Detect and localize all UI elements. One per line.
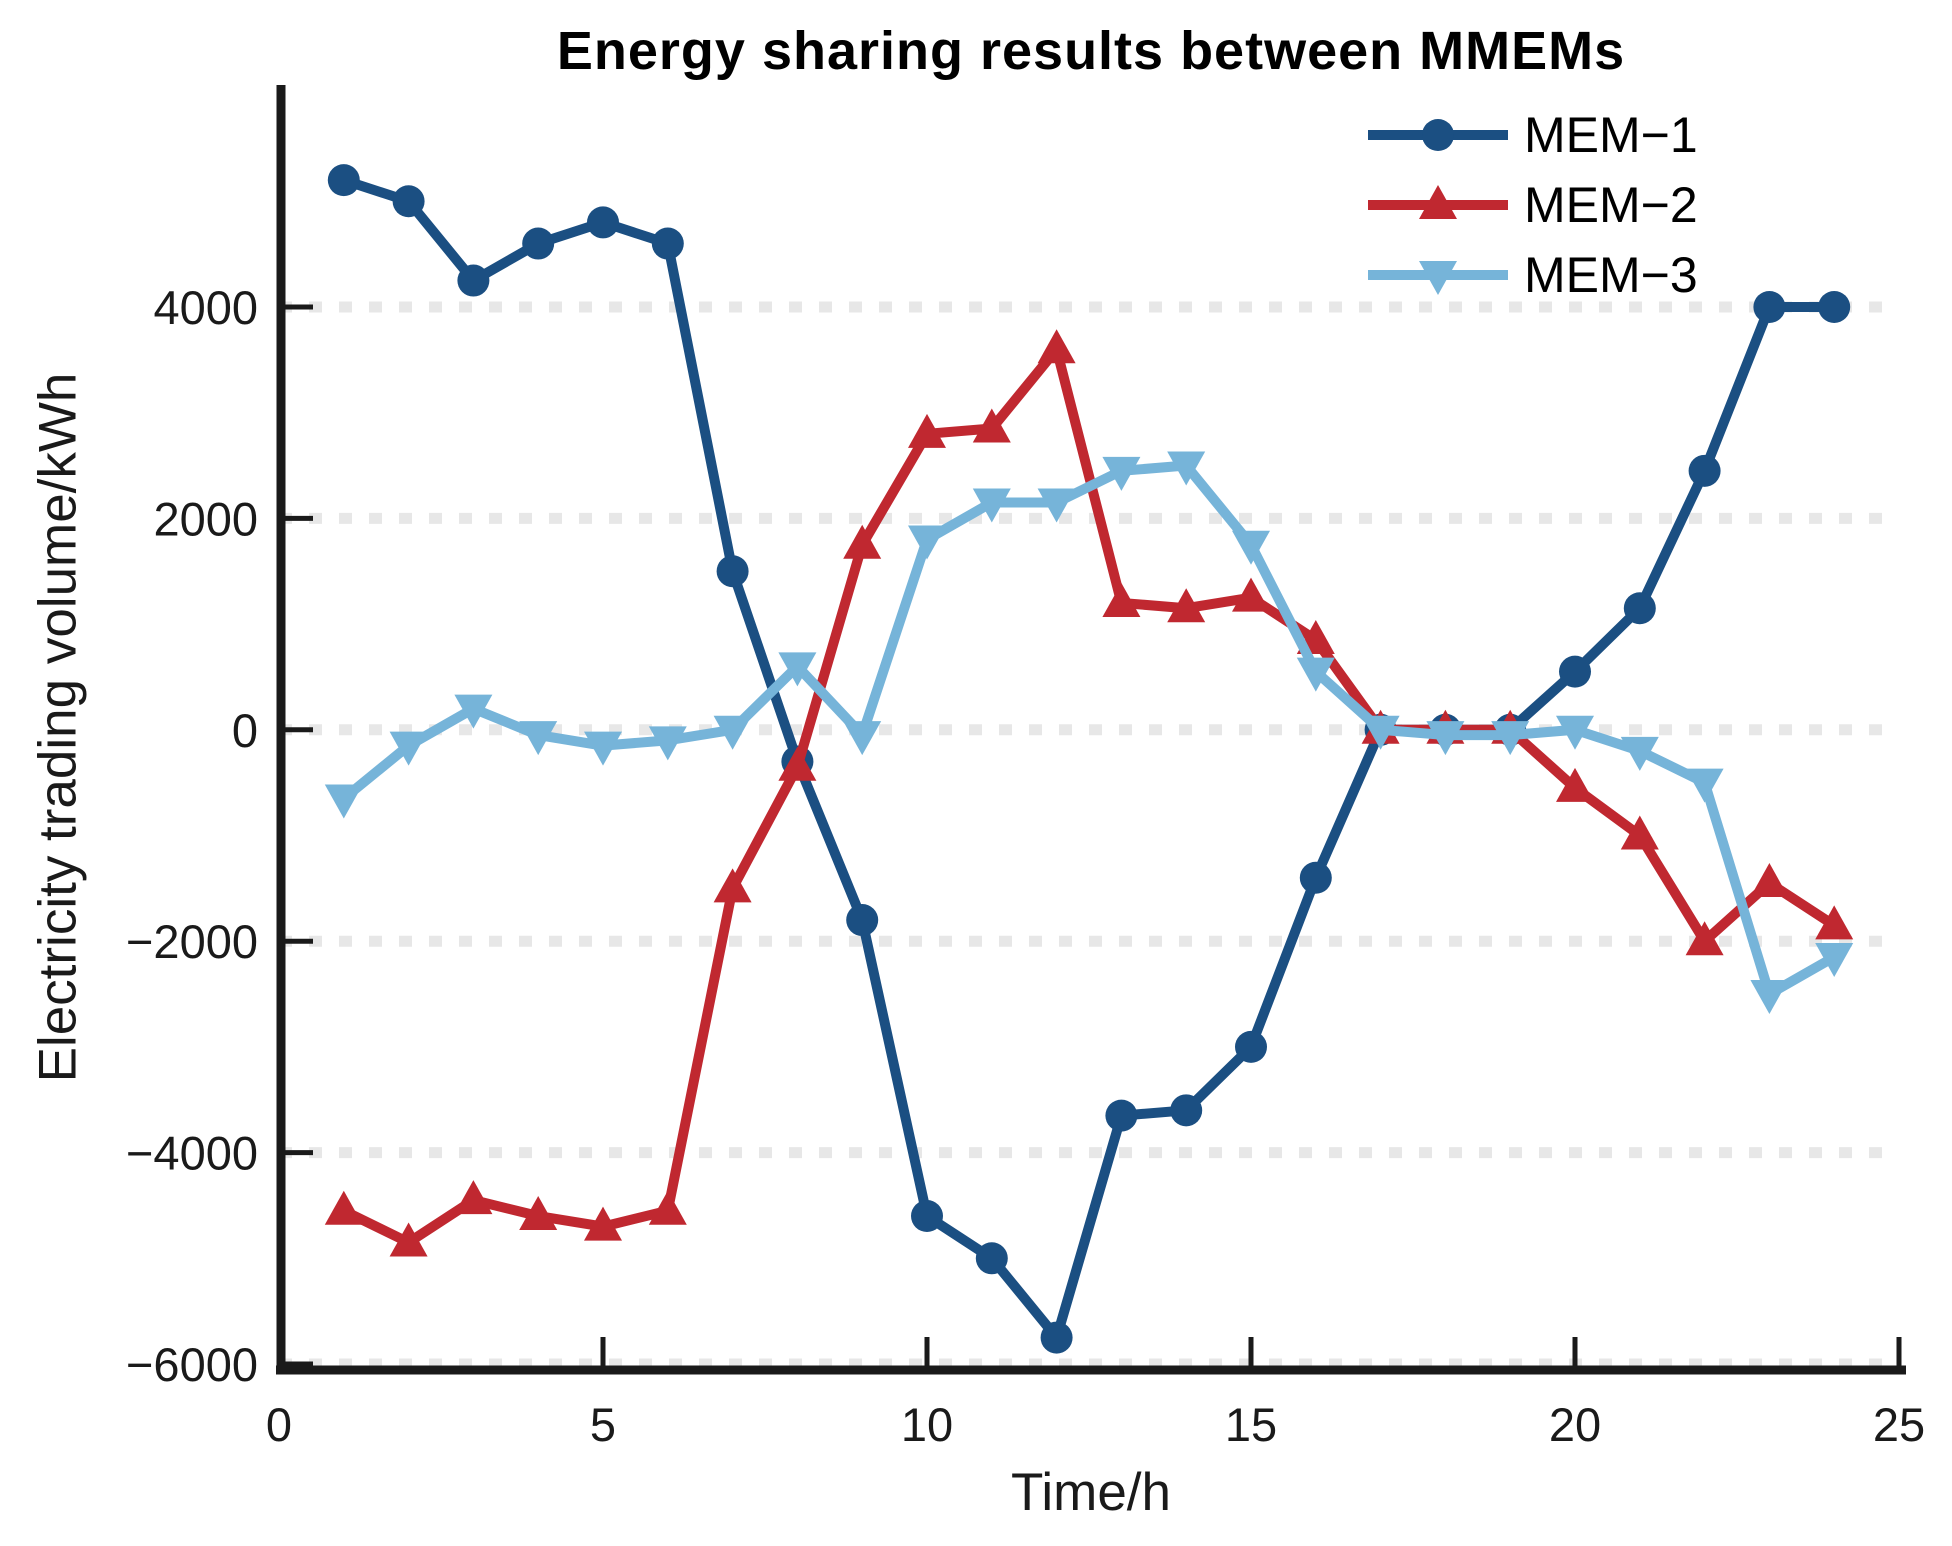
triangle-up-marker: [1620, 815, 1659, 850]
x-tick-label: 10: [901, 1398, 953, 1451]
triangle-up-marker: [908, 413, 946, 448]
x-tick-label: 15: [1225, 1398, 1277, 1451]
y-tick-label: 0: [232, 704, 258, 757]
y-tick-label: 2000: [153, 492, 258, 545]
circle-marker: [522, 227, 555, 260]
triangle-up-marker: [972, 408, 1011, 443]
circle-marker: [1235, 1030, 1267, 1063]
triangle-down-marker: [778, 652, 817, 687]
triangle-down-marker: [1750, 980, 1789, 1015]
circle-marker: [1559, 655, 1591, 688]
y-tick-label: −4000: [126, 1127, 258, 1180]
x-tick-label: 20: [1549, 1398, 1601, 1451]
triangle-down-marker: [324, 784, 363, 819]
legend-entry-mem-3: MEM−3: [1368, 247, 1698, 303]
triangle-up-marker: [324, 1190, 363, 1225]
circle-marker: [1299, 861, 1332, 894]
series-mem-1: [327, 164, 1851, 1354]
triangle-down-marker: [713, 715, 752, 750]
triangle-up-marker: [1815, 905, 1854, 940]
circle-marker: [587, 206, 619, 239]
legend-label: MEM−2: [1524, 177, 1698, 233]
legend-entry-mem-2: MEM−2: [1368, 177, 1698, 233]
circle-marker: [1753, 290, 1786, 323]
series-line: [338, 175, 1840, 1343]
circle-marker: [651, 227, 684, 260]
circle-marker: [1105, 1099, 1138, 1132]
triangle-down-marker: [908, 525, 946, 560]
triangle-up-marker: [1556, 767, 1594, 802]
triangle-up-marker: [389, 1222, 428, 1257]
y-axis-title: Electricity trading volume/kWh: [28, 372, 88, 1083]
triangle-down-marker: [1491, 721, 1530, 756]
triangle-up-marker: [778, 746, 817, 781]
legend-label: MEM−1: [1524, 107, 1698, 163]
circle-marker: [975, 1242, 1008, 1275]
x-tick-label: 0: [266, 1398, 292, 1451]
x-tick-label: 25: [1873, 1398, 1925, 1451]
triangle-down-marker: [1037, 488, 1076, 523]
triangle-up-marker: [1750, 863, 1789, 898]
triangle-up-marker: [1232, 577, 1270, 612]
circle-marker: [716, 555, 749, 588]
circle-marker: [392, 185, 425, 218]
triangle-down-marker: [1296, 657, 1335, 692]
circle-marker: [327, 164, 360, 197]
triangle-down-marker: [1620, 736, 1659, 771]
circle-marker: [1623, 592, 1656, 625]
triangle-down-marker: [843, 721, 882, 756]
triangle-down-marker: [1685, 768, 1724, 803]
legend-entry-mem-1: MEM−1: [1368, 107, 1698, 163]
triangle-up-marker: [1102, 582, 1141, 617]
triangle-down-marker: [1815, 943, 1854, 978]
triangle-down-marker: [1361, 715, 1400, 750]
triangle-down-marker: [972, 488, 1011, 523]
triangle-up-marker: [843, 524, 882, 559]
triangle-up-marker: [454, 1180, 493, 1215]
triangle-down-marker: [389, 731, 428, 766]
circle-marker: [846, 904, 879, 937]
triangle-up-marker: [1685, 921, 1724, 956]
triangle-up-marker: [648, 1190, 687, 1225]
circle-marker: [1422, 119, 1454, 151]
triangle-down-marker: [1419, 261, 1457, 295]
triangle-down-marker: [584, 731, 622, 766]
y-tick-label: 4000: [153, 281, 258, 334]
triangle-down-marker: [1426, 721, 1465, 756]
triangle-down-marker: [648, 726, 687, 761]
triangle-up-marker: [713, 868, 752, 903]
series-mem-2: [324, 329, 1854, 1257]
triangle-down-marker: [454, 694, 493, 729]
chart-title: Energy sharing results between MMEMs: [556, 21, 1626, 81]
triangle-up-marker: [1167, 588, 1206, 623]
x-tick-label: 5: [590, 1398, 616, 1451]
x-axis-title: Time/h: [1010, 1463, 1171, 1522]
circle-marker: [1688, 454, 1721, 487]
triangle-up-marker: [1037, 329, 1076, 364]
triangle-up-marker: [584, 1206, 622, 1241]
circle-marker: [1170, 1094, 1203, 1127]
series-mem-3: [324, 451, 1854, 1015]
triangle-down-marker: [519, 721, 558, 756]
circle-marker: [1818, 290, 1851, 323]
circle-marker: [911, 1200, 943, 1233]
legend-label: MEM−3: [1524, 247, 1698, 303]
y-tick-label: −6000: [126, 1338, 258, 1391]
y-tick-label: −2000: [126, 915, 258, 968]
triangle-down-marker: [1167, 451, 1206, 486]
triangle-down-marker: [1102, 456, 1141, 491]
triangle-up-marker: [1419, 185, 1457, 219]
triangle-up-marker: [519, 1196, 558, 1231]
triangle-down-marker: [1556, 715, 1594, 750]
circle-marker: [457, 264, 490, 297]
triangle-down-marker: [1232, 530, 1270, 565]
circle-marker: [1040, 1321, 1073, 1354]
